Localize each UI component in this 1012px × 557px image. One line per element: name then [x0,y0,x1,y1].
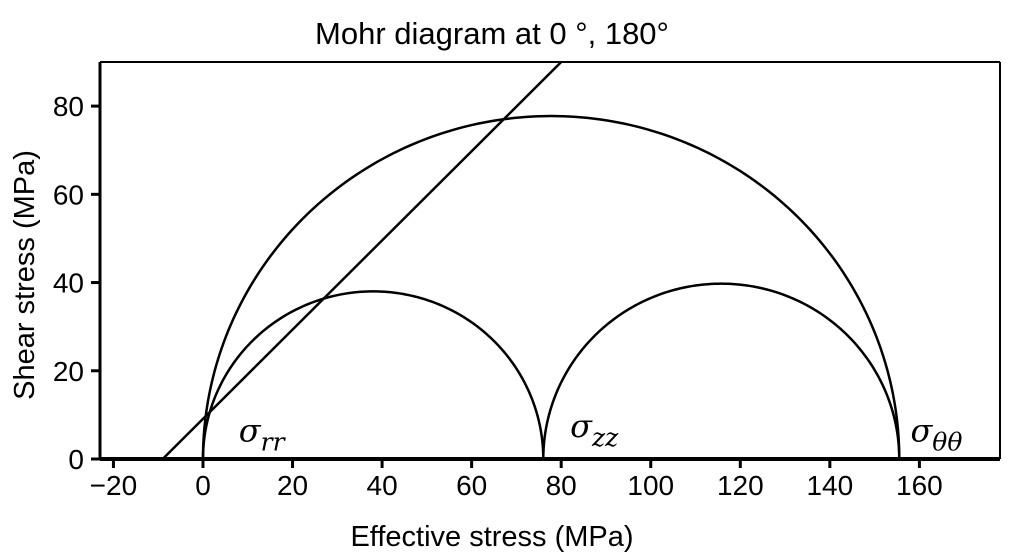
x-tick-label: 100 [627,470,674,501]
y-tick-label: 80 [53,91,84,122]
x-tick-label: 120 [717,470,764,501]
y-tick-label: 20 [53,356,84,387]
x-tick-label: 40 [367,470,398,501]
stress-label-zz: σzz [570,407,619,452]
x-tick-label: 60 [456,470,487,501]
x-tick-label: 20 [277,470,308,501]
x-axis-label: Effective stress (MPa) [350,521,633,553]
failure-envelope-line [161,61,563,460]
y-tick-label: 40 [53,268,84,299]
x-tick-label: 140 [806,470,853,501]
mohr-circle-3 [201,114,901,460]
stress-label-rr: σrr [239,411,287,456]
x-tick-label: 80 [546,470,577,501]
x-tick-label: 160 [896,470,943,501]
chart-title: Mohr diagram at 0 °, 180° [315,16,669,51]
y-axis-label: Shear stress (MPa) [9,150,41,400]
mohr-circle-2 [542,282,901,460]
mohr-circle-1 [201,290,545,460]
y-tick-label: 0 [68,444,84,475]
x-tick-label: 0 [195,470,211,501]
y-tick-label: 60 [53,179,84,210]
x-tick-label: −20 [90,470,138,501]
stress-label-: σθθ [910,411,962,456]
